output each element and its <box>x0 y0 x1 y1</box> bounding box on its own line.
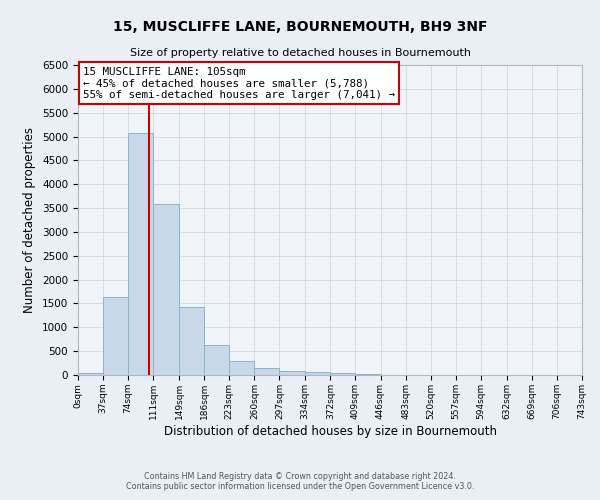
Bar <box>103 298 128 375</box>
Bar <box>331 373 355 375</box>
Bar <box>305 372 331 375</box>
Bar <box>229 360 254 375</box>
Bar <box>280 371 305 375</box>
Text: Size of property relative to detached houses in Bournemouth: Size of property relative to detached ho… <box>130 48 470 58</box>
Bar <box>204 346 229 375</box>
Text: 15 MUSCLIFFE LANE: 105sqm
← 45% of detached houses are smaller (5,788)
55% of se: 15 MUSCLIFFE LANE: 105sqm ← 45% of detac… <box>83 66 395 100</box>
Bar <box>153 204 179 375</box>
Text: 15, MUSCLIFFE LANE, BOURNEMOUTH, BH9 3NF: 15, MUSCLIFFE LANE, BOURNEMOUTH, BH9 3NF <box>113 20 487 34</box>
Text: Contains HM Land Registry data © Crown copyright and database right 2024.
Contai: Contains HM Land Registry data © Crown c… <box>126 472 474 491</box>
Bar <box>78 372 103 375</box>
Y-axis label: Number of detached properties: Number of detached properties <box>23 127 37 313</box>
Bar <box>355 374 380 375</box>
Bar <box>254 368 280 375</box>
X-axis label: Distribution of detached houses by size in Bournemouth: Distribution of detached houses by size … <box>163 424 497 438</box>
Bar <box>179 307 204 375</box>
Bar <box>128 132 153 375</box>
